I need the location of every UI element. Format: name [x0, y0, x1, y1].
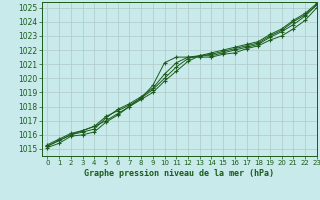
X-axis label: Graphe pression niveau de la mer (hPa): Graphe pression niveau de la mer (hPa)	[84, 169, 274, 178]
